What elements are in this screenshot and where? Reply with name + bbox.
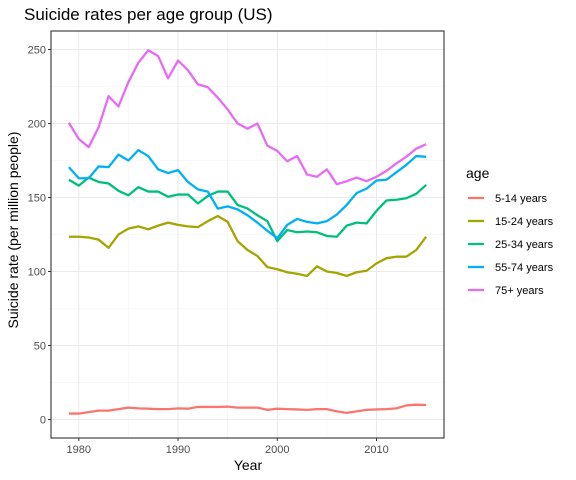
series-line-0 <box>68 403 427 415</box>
legend-label-2: 25-34 years <box>495 239 554 251</box>
y-tick-label: 150 <box>28 193 46 205</box>
series-line-1 <box>68 214 428 278</box>
chart-title: Suicide rates per age group (US) <box>24 5 273 24</box>
series-line-3 <box>68 148 427 240</box>
x-axis-title: Year <box>234 457 263 473</box>
y-axis-title: Suicide rate (per million people) <box>5 132 21 329</box>
series-line-4 <box>67 49 427 186</box>
y-tick-label: 0 <box>40 415 46 427</box>
grid <box>51 31 444 438</box>
legend-label-3: 55-74 years <box>495 262 554 274</box>
y-axis: 0 50 100 150 200 250 <box>28 45 51 427</box>
y-tick-label: 200 <box>28 119 46 131</box>
legend: age 5-14 years 15-24 years 25-34 years 55-7… <box>466 165 554 297</box>
y-tick-label: 250 <box>28 45 46 57</box>
plot-border <box>50 30 445 439</box>
axes <box>50 30 445 439</box>
legend-label-1: 15-24 years <box>495 216 554 228</box>
legend-label-0: 5-14 years <box>495 193 547 205</box>
x-tick-label: 2000 <box>265 444 289 456</box>
legend-title: age <box>466 165 490 181</box>
series-line-2 <box>68 176 427 243</box>
y-tick-label: 50 <box>34 341 46 353</box>
legend-label-4: 75+ years <box>495 285 544 297</box>
x-axis: 1980 1990 2000 2010 <box>67 438 389 456</box>
x-tick-label: 2010 <box>364 444 388 456</box>
x-tick-label: 1990 <box>166 444 190 456</box>
y-tick-label: 100 <box>28 267 46 279</box>
x-tick-label: 1980 <box>67 444 91 456</box>
series-layer <box>67 49 428 415</box>
